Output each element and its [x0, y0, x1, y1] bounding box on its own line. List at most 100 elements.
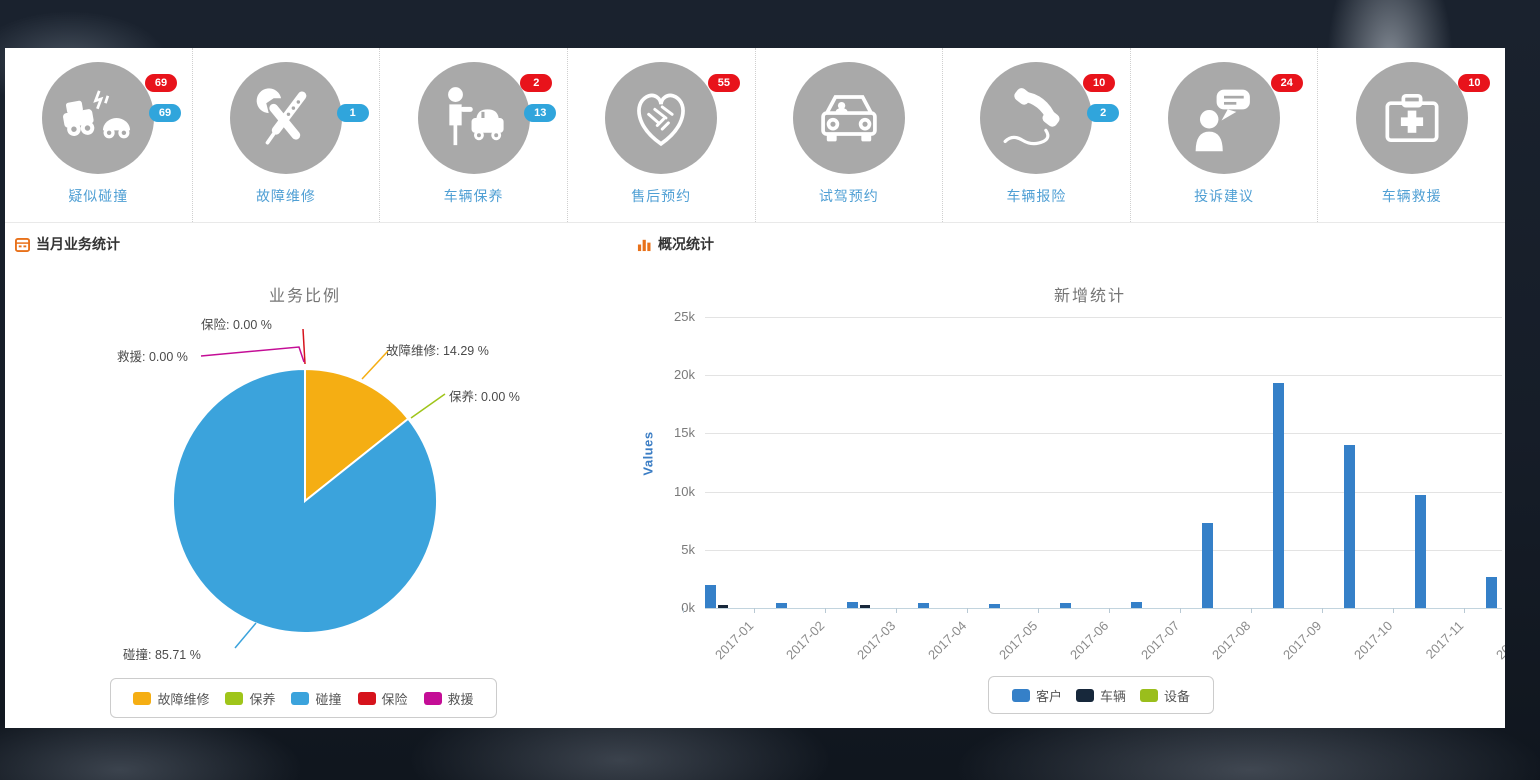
service-item-fault-repair[interactable]: 1 故障维修	[193, 48, 381, 222]
x-axis-tick	[1179, 608, 1181, 613]
service-item-aftersales-appointment[interactable]: 55 售后预约	[568, 48, 756, 222]
status-badge: 2	[520, 74, 553, 92]
x-axis-tick	[895, 608, 897, 613]
bar-客户-2017-07[interactable]	[1131, 602, 1142, 608]
bar-客户-2017-11[interactable]	[1415, 495, 1426, 608]
legend-swatch	[1011, 688, 1030, 702]
bar-客户-2017-01[interactable]	[705, 584, 716, 608]
legend-label: 保险	[381, 691, 408, 707]
pie-slice[interactable]	[172, 367, 438, 634]
legend-item[interactable]: 客户	[1011, 686, 1062, 705]
legend-item[interactable]: 保险	[357, 689, 408, 708]
service-item-label: 投诉建议	[1194, 188, 1255, 204]
bar-客户-2017-04[interactable]	[918, 603, 929, 608]
service-row: 69 69 疑似碰撞 1 故障维修	[5, 48, 1505, 222]
x-axis-tick	[1250, 608, 1252, 613]
x-axis-label: 2017-06	[1067, 618, 1112, 663]
bar-legend[interactable]: 客户 车辆 设备	[988, 676, 1214, 714]
gridline	[705, 549, 1502, 551]
x-axis-label: 2017-12	[1493, 618, 1505, 663]
bar-客户-2017-12[interactable]	[1486, 576, 1497, 608]
legend-label: 碰撞	[315, 691, 342, 707]
x-axis-label: 2017-08	[1209, 618, 1254, 663]
status-badge: 24	[1270, 74, 1303, 92]
bar-客户-2017-02[interactable]	[776, 603, 787, 608]
legend-label: 设备	[1164, 688, 1191, 704]
service-item-label: 故障维修	[255, 188, 316, 204]
service-item-vehicle-insurance-report[interactable]: 10 2 车辆报险	[943, 48, 1131, 222]
status-badge: 10	[1083, 74, 1116, 92]
x-axis-line	[705, 608, 1502, 609]
legend-swatch	[357, 691, 376, 705]
y-axis-tick-label: 20k	[674, 367, 695, 383]
status-badge: 1	[336, 104, 369, 122]
business-ratio-pie-chart[interactable]	[170, 366, 440, 636]
legend-item[interactable]: 救援	[423, 689, 474, 708]
bar-车辆-2017-03[interactable]	[860, 604, 870, 608]
legend-item[interactable]: 设备	[1140, 686, 1190, 705]
status-badge: 69	[149, 104, 181, 122]
pie-label-insurance: 保险: 0.00 %	[201, 318, 272, 332]
bar-客户-2017-09[interactable]	[1273, 383, 1284, 608]
x-axis-label: 2017-03	[854, 618, 899, 663]
legend-swatch	[291, 691, 310, 705]
section-title: 概况统计	[658, 236, 714, 252]
service-item-testdrive-appointment[interactable]: 试驾预约	[756, 48, 944, 222]
legend-label: 客户	[1035, 688, 1062, 704]
x-axis-tick	[1321, 608, 1323, 613]
feedback-person-icon	[1168, 62, 1281, 174]
gridline	[705, 375, 1502, 377]
pie-label-rescue: 救援: 0.00 %	[117, 350, 188, 364]
pie-slice[interactable]	[304, 367, 410, 504]
bar-客户-2017-10[interactable]	[1344, 445, 1355, 608]
bar-客户-2017-03[interactable]	[847, 602, 858, 608]
service-item-vehicle-maintenance[interactable]: 2 13 车辆保养	[380, 48, 568, 222]
monthly-business-stats-header: 当月业务统计	[15, 234, 120, 254]
legend-swatch	[225, 691, 244, 705]
x-axis-label: 2017-11	[1422, 618, 1467, 662]
pie-label-fault-repair: 故障维修: 14.29 %	[386, 344, 489, 358]
bar-客户-2017-06[interactable]	[1060, 602, 1071, 608]
section-title: 当月业务统计	[36, 236, 120, 252]
bar-车辆-2017-01[interactable]	[718, 604, 728, 608]
gridline	[705, 491, 1502, 493]
overview-stats-header: 概况统计	[637, 234, 714, 254]
x-axis-tick	[1108, 608, 1110, 613]
bar-客户-2017-08[interactable]	[1202, 523, 1213, 608]
x-axis-tick	[824, 608, 826, 613]
service-item-vehicle-rescue[interactable]: 10 车辆救援	[1318, 48, 1505, 222]
gridline	[705, 317, 1502, 318]
dashboard-panel: 69 69 疑似碰撞 1 故障维修	[5, 48, 1505, 728]
legend-label: 故障维修	[157, 691, 210, 707]
service-item-suspected-collision[interactable]: 69 69 疑似碰撞	[5, 48, 193, 222]
service-item-label: 售后预约	[631, 188, 692, 204]
phone-handset-icon	[980, 62, 1093, 174]
y-axis-tick-label: 15k	[674, 425, 695, 441]
service-item-complaints-suggestions[interactable]: 24 投诉建议	[1131, 48, 1319, 222]
legend-swatch	[423, 691, 442, 705]
gridline	[705, 433, 1502, 435]
x-axis-label: 2017-10	[1351, 618, 1396, 663]
legend-item[interactable]: 碰撞	[291, 689, 342, 708]
status-badge: 10	[1458, 74, 1491, 92]
status-badge: 2	[1087, 104, 1120, 122]
x-axis-tick	[966, 608, 968, 613]
pie-legend[interactable]: 故障维修 保养 碰撞 保险 救援	[110, 678, 497, 718]
status-badge: 55	[707, 74, 740, 92]
bar-客户-2017-05[interactable]	[989, 603, 1000, 608]
car-front-icon	[792, 62, 905, 174]
legend-item[interactable]: 车辆	[1075, 686, 1126, 705]
service-item-label: 车辆救援	[1381, 188, 1442, 204]
pie-chart-title: 业务比例	[268, 288, 341, 305]
x-axis-tick	[1037, 608, 1039, 613]
legend-item[interactable]: 故障维修	[133, 689, 209, 708]
x-axis-tick	[682, 608, 684, 613]
legend-item[interactable]: 保养	[225, 689, 275, 708]
car-crash-icon	[42, 62, 155, 174]
y-axis-tick-label: 10k	[674, 483, 695, 499]
x-axis-label: 2017-02	[783, 618, 828, 663]
x-axis-label: 2017-01	[712, 618, 757, 663]
service-item-label: 疑似碰撞	[68, 188, 129, 204]
legend-label: 车辆	[1099, 688, 1126, 704]
handshake-heart-icon	[605, 62, 718, 174]
